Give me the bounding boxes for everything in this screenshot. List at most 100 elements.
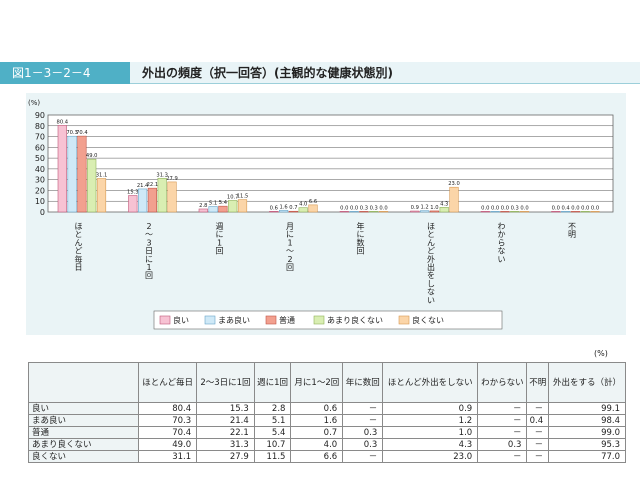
- bar: [288, 210, 299, 213]
- bar: [570, 211, 580, 213]
- table-corner-cell: [28, 362, 139, 403]
- data-label: 80.4: [57, 119, 69, 125]
- bar: [439, 207, 449, 213]
- bar: [339, 211, 349, 213]
- x-tick-label: 不明: [568, 222, 576, 239]
- bar: [57, 125, 67, 213]
- bar: [167, 181, 177, 213]
- figure-title-bar: 図1－3－2－4 外出の頻度（択一回答）(主観的な健康状態別): [0, 62, 640, 84]
- data-label: 0.6: [270, 205, 278, 211]
- table-cell: 77.0: [548, 450, 626, 463]
- data-label: 0.0: [491, 205, 499, 211]
- y-tick-label: 90: [35, 111, 45, 120]
- data-label: 15.3: [127, 190, 139, 196]
- table-cell: 31.1: [137, 450, 198, 463]
- bar-chart: (%)010203040506070809080.470.370.449.031…: [28, 99, 614, 330]
- y-tick-label: 30: [35, 176, 45, 185]
- data-label: 0.0: [520, 205, 528, 211]
- data-label: 0.7: [289, 205, 297, 211]
- data-label: 0.0: [379, 205, 387, 211]
- table-header-row: ほとんど毎日 2～3日に1回 週に1回 月に1～2回 年に数回 ほとんど外出をしない わから…: [28, 362, 626, 403]
- legend-swatch: [265, 315, 277, 325]
- bar: [298, 207, 308, 213]
- bar: [510, 211, 520, 213]
- table-cell: －: [477, 426, 528, 439]
- table-unit: (%): [594, 349, 608, 358]
- legend-label: まあ良い: [218, 315, 250, 325]
- bar: [359, 211, 369, 213]
- legend-label: あまり良くない: [327, 315, 383, 325]
- x-tick-label: 2 ～ 3 日に 1 回: [145, 222, 153, 280]
- data-label: 6.6: [309, 199, 317, 205]
- legend-swatch: [204, 315, 216, 325]
- data-label: 31.3: [156, 172, 168, 178]
- data-table: ほとんど毎日 2～3日に1回 週に1回 月に1～2回 年に数回 ほとんど外出をしない わから…: [28, 362, 626, 463]
- table-cell: 15.3: [196, 402, 255, 415]
- y-tick-label: 10: [35, 197, 45, 206]
- data-label: 21.4: [137, 183, 149, 189]
- table-cell: 6.6: [290, 450, 344, 463]
- legend-box: [153, 310, 503, 330]
- table-cell: 23.0: [382, 450, 479, 463]
- data-label: 0.4: [561, 205, 570, 211]
- figure-label: 図1－3－2－4: [0, 62, 130, 84]
- table-row: 良い 80.4 15.3 2.8 0.6 － 0.9 －－ 99.1: [28, 402, 626, 415]
- data-label: 70.4: [76, 130, 88, 136]
- table-header-cell: 週に1回: [253, 362, 292, 403]
- table-cell: 70.4: [137, 426, 198, 439]
- table-cell: 98.4: [548, 414, 626, 427]
- table-header-cell: ほとんど毎日: [137, 362, 198, 403]
- table-row: 良くない 31.1 27.9 11.5 6.6 － 23.0 －－ 77.0: [28, 450, 626, 463]
- table-cell: －: [477, 450, 528, 463]
- table-header-cell: わからない: [477, 362, 528, 403]
- table-cell: 5.4: [253, 426, 292, 439]
- table-cell: －: [526, 450, 550, 463]
- data-label: 5.4: [219, 200, 228, 206]
- bar: [378, 211, 389, 213]
- bar: [490, 211, 500, 213]
- legend-swatch: [159, 315, 171, 325]
- bar: [228, 200, 238, 213]
- table-cell: 11.5: [253, 450, 292, 463]
- bar: [67, 135, 77, 213]
- x-tick-label: ほとんど外出をしない: [427, 222, 435, 305]
- table-cell: 27.9: [196, 450, 255, 463]
- data-label: 4.3: [440, 201, 448, 207]
- table-cell: －: [477, 414, 528, 427]
- table-cell: 1.6: [290, 414, 344, 427]
- data-label: 22.1: [147, 182, 159, 188]
- data-label: 0.0: [581, 205, 589, 211]
- bar: [237, 199, 248, 213]
- bar: [580, 211, 590, 213]
- data-label: 1.6: [279, 204, 287, 210]
- table-cell: 22.1: [196, 426, 255, 439]
- table-cell: 10.7: [253, 438, 292, 451]
- table-header-cell: ほとんど外出をしない: [382, 362, 479, 403]
- bar: [349, 211, 359, 213]
- table-cell: 1.0: [382, 426, 479, 439]
- table-cell: －: [526, 402, 550, 415]
- bar: [480, 211, 490, 213]
- bar: [519, 211, 530, 213]
- legend-swatch: [398, 315, 410, 325]
- y-tick-label: 20: [35, 186, 45, 195]
- data-label: 31.1: [96, 172, 108, 178]
- table-cell: 49.0: [137, 438, 198, 451]
- x-tick-label: 週に 1 回: [216, 222, 224, 256]
- data-label: 0.3: [511, 205, 519, 211]
- bar: [96, 178, 107, 213]
- table-cell: 0.7: [290, 426, 344, 439]
- y-tick-label: 0: [40, 208, 45, 217]
- table-cell: 0.4: [526, 414, 550, 427]
- bar: [157, 177, 167, 213]
- table-cell: 0.9: [382, 402, 479, 415]
- table-header-cell: 外出をする（計）: [548, 362, 626, 403]
- data-label: 0.3: [370, 205, 378, 211]
- bar: [551, 211, 561, 213]
- y-tick-label: 80: [35, 122, 45, 131]
- data-label: 49.0: [86, 153, 98, 159]
- bar: [449, 186, 459, 213]
- row-label: まあ良い: [28, 414, 139, 427]
- figure-title: 外出の頻度（択一回答）(主観的な健康状態別): [142, 66, 393, 80]
- table-cell: －: [526, 426, 550, 439]
